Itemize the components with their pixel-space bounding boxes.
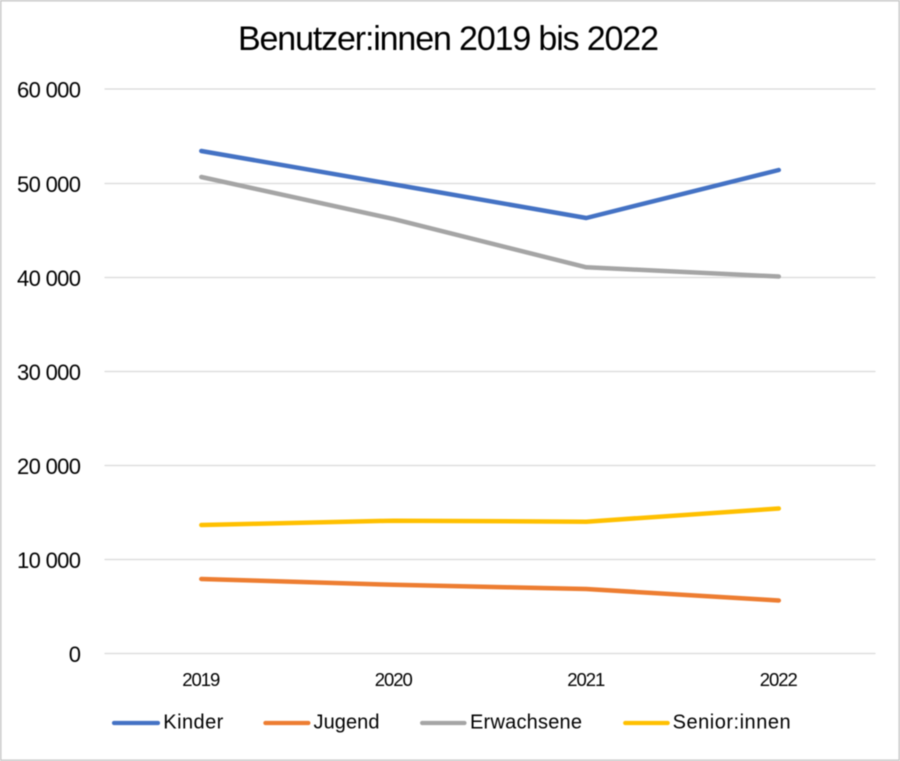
svg-text:Benutzer:innen 2019 bis 2022: Benutzer:innen 2019 bis 2022 — [238, 20, 659, 58]
svg-text:10 000: 10 000 — [17, 548, 81, 573]
svg-text:30 000: 30 000 — [17, 360, 81, 385]
svg-text:Jugend: Jugend — [314, 712, 380, 734]
svg-text:40 000: 40 000 — [17, 266, 81, 291]
svg-text:2022: 2022 — [760, 669, 798, 690]
svg-text:Senior:innen: Senior:innen — [673, 712, 791, 734]
svg-text:50 000: 50 000 — [17, 172, 81, 197]
svg-text:0: 0 — [69, 642, 81, 667]
svg-text:2020: 2020 — [375, 669, 413, 690]
svg-text:2019: 2019 — [182, 669, 220, 690]
svg-text:2021: 2021 — [567, 669, 605, 690]
svg-text:20 000: 20 000 — [17, 454, 81, 479]
svg-text:Kinder: Kinder — [163, 712, 223, 734]
svg-text:60 000: 60 000 — [17, 78, 81, 103]
svg-text:Erwachsene: Erwachsene — [470, 712, 582, 734]
